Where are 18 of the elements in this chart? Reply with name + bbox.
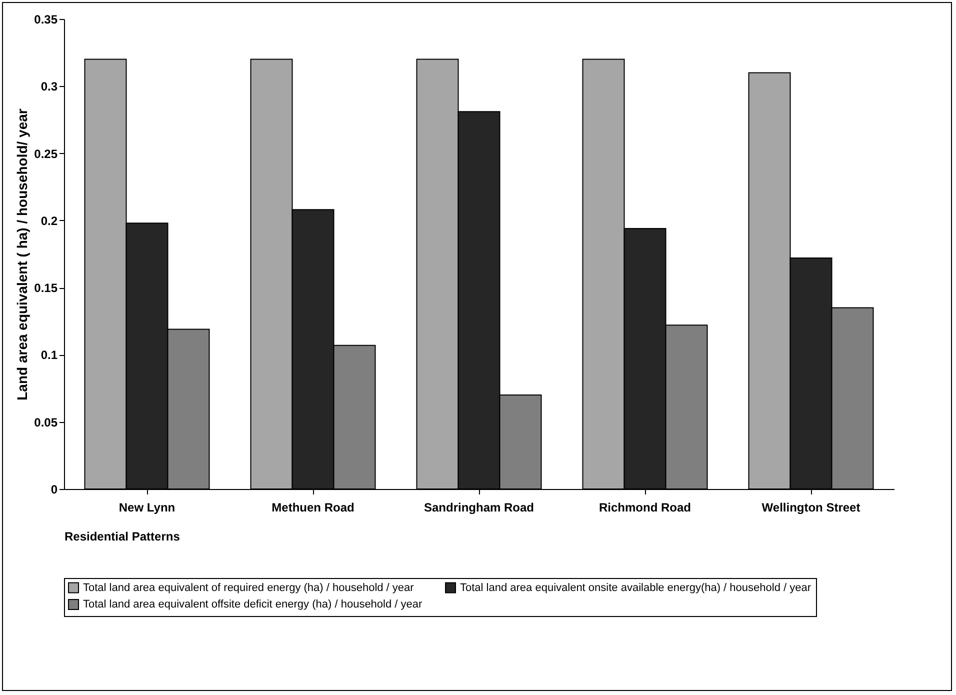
- x-tick-label: Methuen Road: [272, 500, 354, 514]
- x-tick-label: New Lynn: [118, 500, 176, 514]
- legend-label: Total land area equivalent onsite available energy(ha) / household / year: [460, 582, 812, 594]
- legend-label: Total land area equivalent offsite deficit energy (ha) / household / year: [83, 598, 423, 610]
- y-tick-label: 0.25: [34, 146, 58, 161]
- y-tick-label: 0.3: [40, 80, 58, 94]
- y-axis-title: Land area equivalent ( ha) / household/ year: [14, 108, 30, 400]
- y-tick-label: 0.15: [34, 281, 58, 296]
- y-tick-label: 0: [50, 482, 58, 496]
- x-axis-title: Residential Patterns: [64, 530, 180, 544]
- x-tick-label: Sandringham Road: [424, 500, 534, 514]
- y-tick-label: 0.05: [34, 415, 58, 430]
- y-tick-label: 0.2: [40, 214, 58, 228]
- y-tick-label: 0.1: [40, 348, 58, 362]
- legend-label: Total land area equivalent of required energy (ha) / household / year: [83, 582, 414, 594]
- x-tick-label: Wellington Street: [762, 500, 860, 514]
- x-tick-label: Richmond Road: [599, 500, 691, 514]
- y-tick-label: 0.35: [34, 12, 58, 26]
